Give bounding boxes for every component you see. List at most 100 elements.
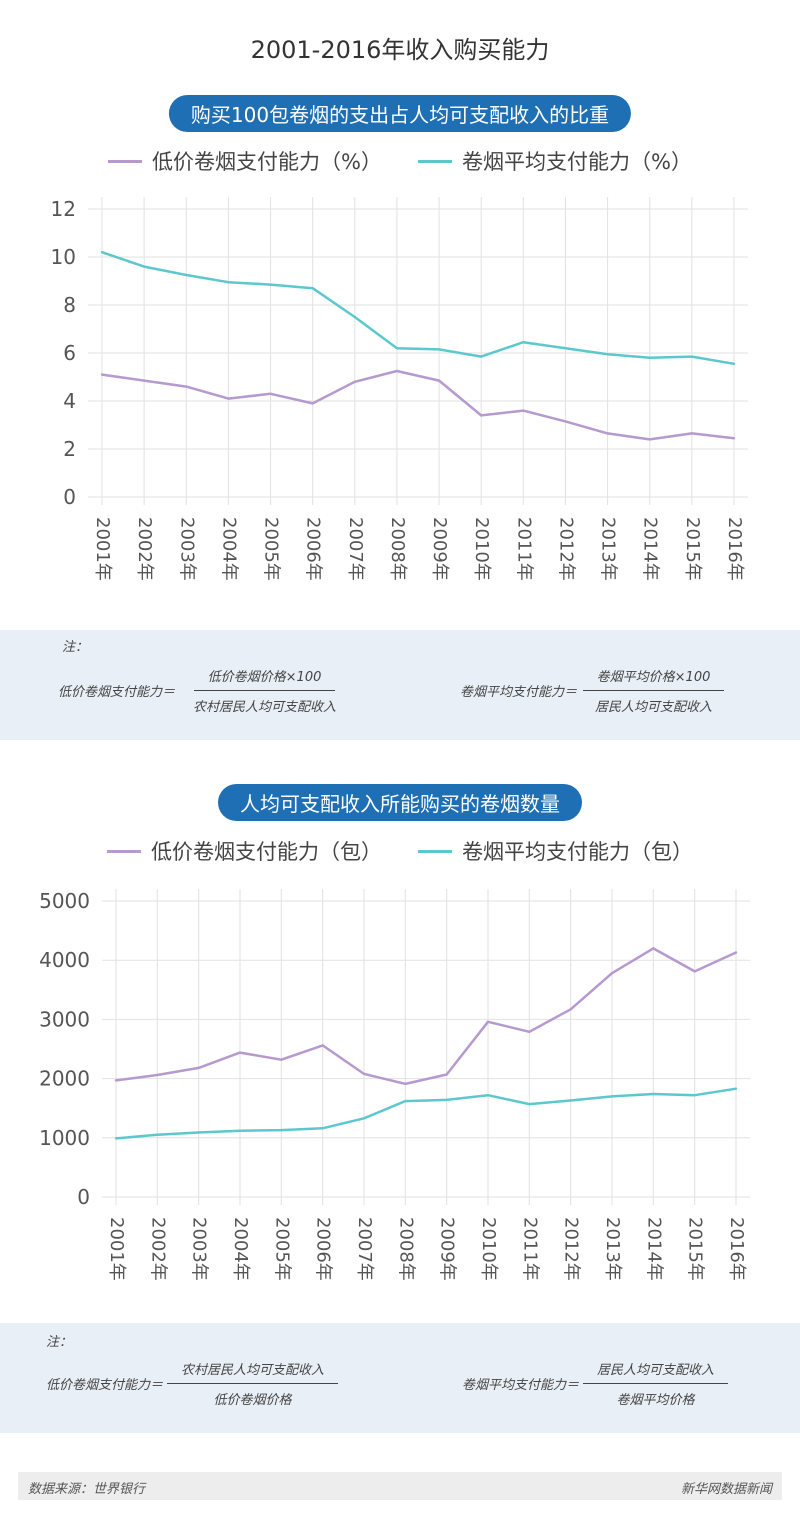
series-line-low	[115, 947, 737, 1086]
formula-low-numerator: 农村居民人均可支配收入	[167, 1359, 339, 1384]
data-point-low	[197, 1066, 200, 1070]
data-point-low	[238, 1051, 242, 1054]
y-tick-label: 0	[77, 1185, 90, 1209]
x-tick-label: 2011年	[519, 1217, 540, 1281]
data-point-avg	[156, 1133, 159, 1137]
x-tick-label: 2002年	[147, 1217, 168, 1281]
data-point-low	[528, 1030, 531, 1034]
chart-1-legend: 低价卷烟支付能力（%） 卷烟平均支付能力（%）	[0, 146, 800, 176]
legend-swatch-low	[107, 849, 141, 853]
data-point-avg	[269, 283, 272, 286]
x-tick-label: 2008年	[387, 517, 408, 581]
x-tick-label: 2006年	[313, 1217, 334, 1281]
data-point-low	[321, 1044, 324, 1047]
data-point-low	[690, 432, 694, 435]
data-point-avg	[227, 281, 230, 284]
data-point-avg	[690, 355, 694, 358]
data-point-low	[280, 1058, 283, 1061]
series-line-low	[101, 369, 735, 441]
formula-low: 低价卷烟支付能力＝ 低价卷烟价格×100 农村居民人均可支配收入	[58, 666, 350, 715]
formula-avg-numerator: 卷烟平均价格×100	[582, 666, 725, 691]
y-tick-label: 0	[63, 485, 76, 509]
y-tick-label: 4	[63, 389, 76, 413]
y-tick-label: 2	[63, 437, 76, 461]
data-point-avg	[732, 362, 736, 365]
legend-label-low: 低价卷烟支付能力（%）	[152, 150, 382, 174]
data-point-avg	[362, 1117, 366, 1120]
data-point-low	[227, 397, 230, 400]
data-point-low	[156, 1073, 159, 1077]
footer-source: 数据来源：世界银行	[28, 1482, 146, 1497]
x-tick-label: 2011年	[513, 517, 534, 581]
series-line-avg	[115, 1087, 737, 1140]
y-tick-label: 4000	[39, 948, 90, 972]
x-tick-label: 2014年	[643, 1217, 664, 1281]
data-point-low	[404, 1082, 407, 1086]
x-tick-label: 2015年	[682, 517, 703, 581]
x-tick-label: 2014年	[640, 517, 661, 581]
data-point-low	[185, 385, 188, 388]
formula-low-lhs: 低价卷烟支付能力＝	[46, 1378, 164, 1393]
legend-label-low: 低价卷烟支付能力（包）	[151, 840, 382, 864]
legend-label-avg: 卷烟平均支付能力（包）	[462, 840, 693, 864]
data-point-avg	[445, 1098, 448, 1102]
y-tick-label: 2000	[39, 1067, 90, 1091]
y-tick-label: 3000	[39, 1007, 90, 1031]
formula-low-denominator: 农村居民人均可支配收入	[193, 700, 337, 715]
y-tick-label: 8	[63, 293, 76, 317]
data-point-avg	[606, 353, 609, 356]
data-point-low	[693, 970, 696, 973]
legend-label-avg: 卷烟平均支付能力（%）	[462, 150, 692, 174]
data-point-low	[114, 1079, 118, 1082]
x-tick-label: 2001年	[106, 1217, 127, 1281]
x-tick-label: 2010年	[478, 1217, 499, 1281]
data-point-low	[486, 1020, 490, 1023]
data-point-low	[395, 369, 399, 373]
data-point-low	[437, 379, 441, 382]
formula-low-lhs: 低价卷烟支付能力＝	[58, 685, 176, 700]
x-tick-label: 2009年	[429, 517, 450, 581]
chart-2-note: 注： 低价卷烟支付能力＝ 农村居民人均可支配收入 低价卷烟价格 卷烟平均支付能力…	[0, 1323, 800, 1433]
data-point-avg	[648, 356, 651, 359]
x-tick-label: 2001年	[92, 517, 113, 581]
formula-low-fraction: 低价卷烟价格×100 农村居民人均可支配收入	[179, 666, 350, 715]
chart-2-subtitle: 人均可支配收入所能购买的卷烟数量	[218, 784, 582, 821]
legend-swatch-low	[108, 159, 143, 163]
data-point-avg	[197, 1131, 200, 1134]
chart-1-subtitle: 购买100包卷烟的支出占人均可支配收入的比重	[168, 95, 632, 132]
x-tick-label: 2013年	[602, 1217, 623, 1281]
data-point-low	[569, 1008, 572, 1011]
data-point-low	[648, 438, 651, 441]
data-point-low	[652, 947, 655, 950]
y-tick-label: 12	[51, 197, 76, 221]
data-point-avg	[528, 1102, 531, 1106]
data-point-low	[362, 1072, 366, 1076]
data-point-low	[732, 437, 736, 440]
legend-item-avg: 卷烟平均支付能力（包）	[418, 836, 693, 866]
data-point-low	[445, 1073, 448, 1076]
legend-swatch-avg	[418, 849, 452, 853]
data-point-low	[311, 402, 314, 405]
x-tick-label: 2016年	[724, 517, 745, 581]
footer: 数据来源：世界银行 新华网数据新闻	[18, 1472, 782, 1500]
data-point-low	[522, 409, 525, 412]
formula-low-fraction: 农村居民人均可支配收入 低价卷烟价格	[167, 1359, 339, 1408]
x-tick-label: 2006年	[303, 517, 324, 581]
data-point-low	[610, 972, 614, 975]
data-point-low	[606, 432, 609, 435]
y-tick-label: 5000	[39, 889, 90, 913]
formula-avg-lhs: 卷烟平均支付能力＝	[460, 685, 578, 700]
data-point-avg	[311, 287, 314, 290]
x-tick-label: 2008年	[395, 1217, 416, 1281]
legend-item-low: 低价卷烟支付能力（%）	[108, 146, 382, 176]
data-point-avg	[522, 341, 525, 344]
data-point-avg	[569, 1099, 572, 1102]
x-tick-label: 2005年	[261, 517, 282, 581]
data-point-avg	[142, 265, 146, 268]
data-point-low	[353, 380, 356, 383]
formula-avg-denominator: 居民人均可支配收入	[595, 700, 713, 715]
formula-avg-fraction: 居民人均可支配收入 卷烟平均价格	[583, 1359, 729, 1408]
x-tick-label: 2004年	[230, 1217, 251, 1281]
x-tick-label: 2013年	[598, 517, 619, 581]
formula-low-numerator: 低价卷烟价格×100	[193, 666, 336, 691]
